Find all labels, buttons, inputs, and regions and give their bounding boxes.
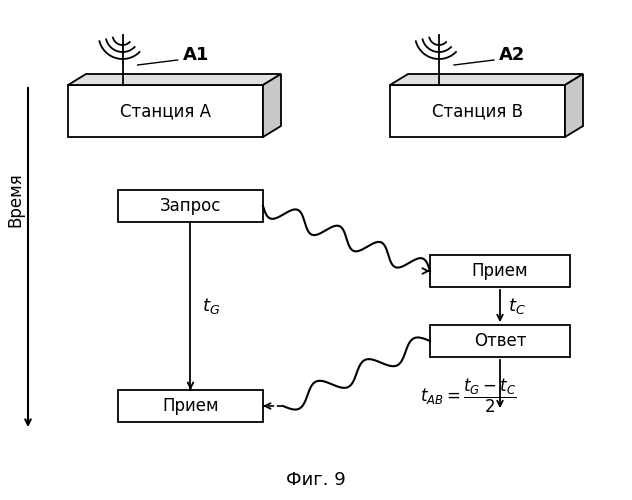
Text: $t_{AB} = \dfrac{t_G - t_C}{2}$: $t_{AB} = \dfrac{t_G - t_C}{2}$ bbox=[420, 377, 517, 415]
Polygon shape bbox=[565, 74, 583, 137]
Text: Станция В: Станция В bbox=[432, 102, 523, 120]
Polygon shape bbox=[118, 190, 263, 222]
Text: А1: А1 bbox=[183, 46, 209, 64]
Polygon shape bbox=[430, 255, 570, 287]
Polygon shape bbox=[263, 74, 281, 137]
Text: $t_C$: $t_C$ bbox=[508, 296, 526, 316]
Text: Прием: Прием bbox=[471, 262, 528, 280]
Text: А2: А2 bbox=[499, 46, 525, 64]
Text: Время: Время bbox=[6, 172, 24, 228]
Polygon shape bbox=[390, 85, 565, 137]
Polygon shape bbox=[68, 74, 281, 85]
Text: Фиг. 9: Фиг. 9 bbox=[286, 471, 346, 489]
Polygon shape bbox=[68, 85, 263, 137]
Text: Ответ: Ответ bbox=[474, 332, 526, 350]
Text: Запрос: Запрос bbox=[160, 197, 221, 215]
Polygon shape bbox=[390, 74, 583, 85]
Text: $t_G$: $t_G$ bbox=[202, 296, 221, 316]
Polygon shape bbox=[430, 325, 570, 357]
Text: Станция А: Станция А bbox=[120, 102, 211, 120]
Text: Прием: Прием bbox=[162, 397, 219, 415]
Polygon shape bbox=[118, 390, 263, 422]
